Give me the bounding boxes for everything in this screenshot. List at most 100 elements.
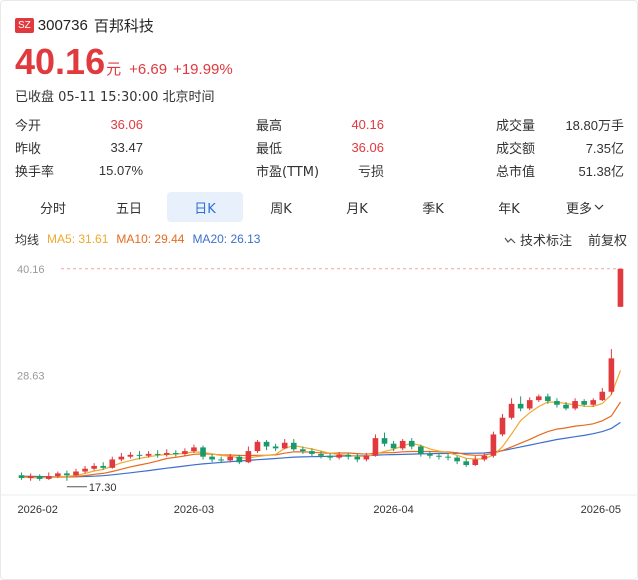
candle-body xyxy=(554,401,560,405)
kline-chart[interactable]: 40.16 28.63 17.30 2026-02 2026-03 2026-04 2026… xyxy=(1,251,638,531)
tech-annotation-button[interactable]: 技术标注 xyxy=(504,230,572,249)
stat-label: 今开 xyxy=(15,119,42,134)
stats-col-2: 最高 40.16 最低 36.06 市盈(TTM) 亏损 xyxy=(256,113,384,182)
market-badge: SZ xyxy=(15,18,34,33)
stat-label: 最高 xyxy=(256,119,283,134)
x-tick-label: 2026-03 xyxy=(174,504,214,516)
adjust-mode-button[interactable]: 前复权 xyxy=(587,233,627,248)
candle-body xyxy=(427,453,433,456)
stat-low: 最低 36.06 xyxy=(256,136,384,159)
tab-quarterly-k[interactable]: 季K xyxy=(422,201,444,217)
tab-more[interactable]: 更多 xyxy=(547,192,623,222)
stat-label: 换手率 xyxy=(15,165,55,180)
candle-body xyxy=(508,403,515,418)
candle-body xyxy=(535,396,542,401)
x-tick-label: 2026-05 xyxy=(581,504,621,516)
price-unit: 元 xyxy=(106,60,122,78)
candle-body xyxy=(490,434,497,456)
stat-market-cap: 总市值 51.38亿 xyxy=(496,159,624,182)
ma-legend: 均线 MA5: 31.61 MA10: 29.44 MA20: 26.13 技术… xyxy=(15,230,627,248)
low-value-label: 17.30 xyxy=(89,482,117,494)
chevron-down-icon xyxy=(594,204,604,210)
annotation-icon xyxy=(504,237,516,243)
chart-tools: 技术标注 前复权 xyxy=(504,230,627,249)
candle-body xyxy=(100,465,107,468)
stat-label: 最低 xyxy=(256,142,283,157)
x-tick-label: 2026-04 xyxy=(373,504,413,516)
stats-col-3: 成交量 18.80万手 成交额 7.35亿 总市值 51.38亿 xyxy=(496,113,624,182)
period-tabs: 分时 五日 日K 周K 月K 季K 年K 更多 xyxy=(15,192,627,222)
tab-five-day[interactable]: 五日 xyxy=(115,201,142,217)
tech-annotation-label: 技术标注 xyxy=(519,233,572,248)
candle-body xyxy=(163,452,170,455)
candle-body xyxy=(73,471,79,476)
candle-body xyxy=(354,456,361,460)
candle-body xyxy=(18,475,25,479)
stat-value: 36.06 xyxy=(110,117,143,132)
candle-body xyxy=(454,457,460,462)
candle-body xyxy=(572,401,578,409)
ma10-value: MA10: 29.44 xyxy=(116,232,185,246)
last-price: 40.16 xyxy=(15,41,106,82)
candle-body xyxy=(608,358,615,392)
candle-body xyxy=(118,456,125,460)
candle-body xyxy=(463,461,470,466)
stat-label: 成交量 xyxy=(496,119,536,134)
candle-body xyxy=(263,441,270,447)
price-change-percent: +19.99% xyxy=(173,61,233,78)
stat-turnover: 换手率 15.07% xyxy=(15,159,143,182)
tab-weekly-k[interactable]: 周K xyxy=(270,201,292,217)
price-change: +6.69 xyxy=(129,61,168,78)
stat-value: 40.16 xyxy=(351,117,384,132)
price-row: 40.16 元 +6.69 +19.99% xyxy=(15,41,233,83)
ma5-value: MA5: 31.61 xyxy=(47,232,109,246)
candle-body xyxy=(418,446,424,454)
candle-body xyxy=(55,473,61,477)
candle-body xyxy=(272,446,279,449)
market-status: 已收盘 05-11 15:30:00 北京时间 xyxy=(15,90,215,105)
y-tick-label: 28.63 xyxy=(17,371,45,383)
stat-prev-close: 昨收 33.47 xyxy=(15,136,143,159)
stat-open: 今开 36.06 xyxy=(15,113,143,136)
ma5-line xyxy=(21,370,622,479)
candle-body xyxy=(381,438,388,444)
stock-name: 百邦科技 xyxy=(93,17,154,35)
candle-body xyxy=(127,454,134,457)
stat-value: 亏损 xyxy=(357,164,384,179)
candle-body xyxy=(399,440,406,449)
ma-label: 均线 xyxy=(15,232,40,247)
y-tick-label: 40.16 xyxy=(17,264,45,276)
candle-body xyxy=(517,403,524,409)
candle-body xyxy=(45,476,52,479)
stat-value: 33.47 xyxy=(110,140,143,155)
stat-value: 7.35亿 xyxy=(585,141,624,156)
tab-more-label: 更多 xyxy=(565,201,592,217)
candle-body xyxy=(481,455,488,460)
stat-label: 市盈(TTM) xyxy=(256,165,320,180)
tab-monthly-k[interactable]: 月K xyxy=(346,201,368,217)
tab-intraday[interactable]: 分时 xyxy=(39,201,66,217)
candle-body xyxy=(599,391,606,401)
stat-high: 最高 40.16 xyxy=(256,113,384,136)
candle-body xyxy=(408,440,415,447)
candle-body xyxy=(182,451,188,454)
tab-daily-k[interactable]: 日K xyxy=(167,192,243,222)
stat-value: 36.06 xyxy=(351,140,384,155)
candle-body xyxy=(617,268,624,307)
candle-body xyxy=(191,447,197,452)
candle-body xyxy=(227,456,234,461)
candle-body xyxy=(563,404,569,409)
candle-body xyxy=(64,473,70,476)
candle-body xyxy=(472,459,479,466)
candle-body xyxy=(172,452,179,454)
candle-body xyxy=(545,396,551,402)
candle-body xyxy=(309,451,315,454)
candle-body xyxy=(245,451,252,463)
candle-body xyxy=(526,400,533,409)
tab-yearly-k[interactable]: 年K xyxy=(498,201,520,217)
candle-body xyxy=(363,455,370,460)
candle-body xyxy=(318,453,324,456)
stat-label: 成交额 xyxy=(496,142,536,157)
candle-body xyxy=(91,465,97,469)
